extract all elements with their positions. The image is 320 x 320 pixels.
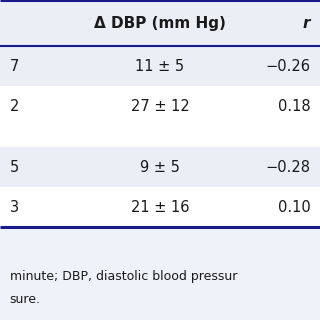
Text: Δ DBP (mm Hg): Δ DBP (mm Hg) [94,16,226,31]
Text: 0.18: 0.18 [278,99,310,114]
Bar [0,86,320,126]
Text: −0.28: −0.28 [265,160,310,175]
Text: r: r [303,16,310,31]
Text: minute; DBP, diastolic blood pressur: minute; DBP, diastolic blood pressur [10,270,237,283]
Text: 27 ± 12: 27 ± 12 [131,99,189,114]
Text: 5: 5 [10,160,19,175]
Bar [0,126,320,147]
Text: 7: 7 [10,59,19,74]
Text: sure.: sure. [10,293,41,306]
Bar [0,46,320,86]
Bar [0,187,320,227]
Text: 21 ± 16: 21 ± 16 [131,200,189,215]
Text: 9 ± 5: 9 ± 5 [140,160,180,175]
Text: 3: 3 [10,200,19,215]
Text: −0.26: −0.26 [265,59,310,74]
Text: 11 ± 5: 11 ± 5 [135,59,185,74]
Text: 2: 2 [10,99,19,114]
Text: 0.10: 0.10 [278,200,310,215]
Bar [0,0,320,46]
Bar [0,147,320,187]
